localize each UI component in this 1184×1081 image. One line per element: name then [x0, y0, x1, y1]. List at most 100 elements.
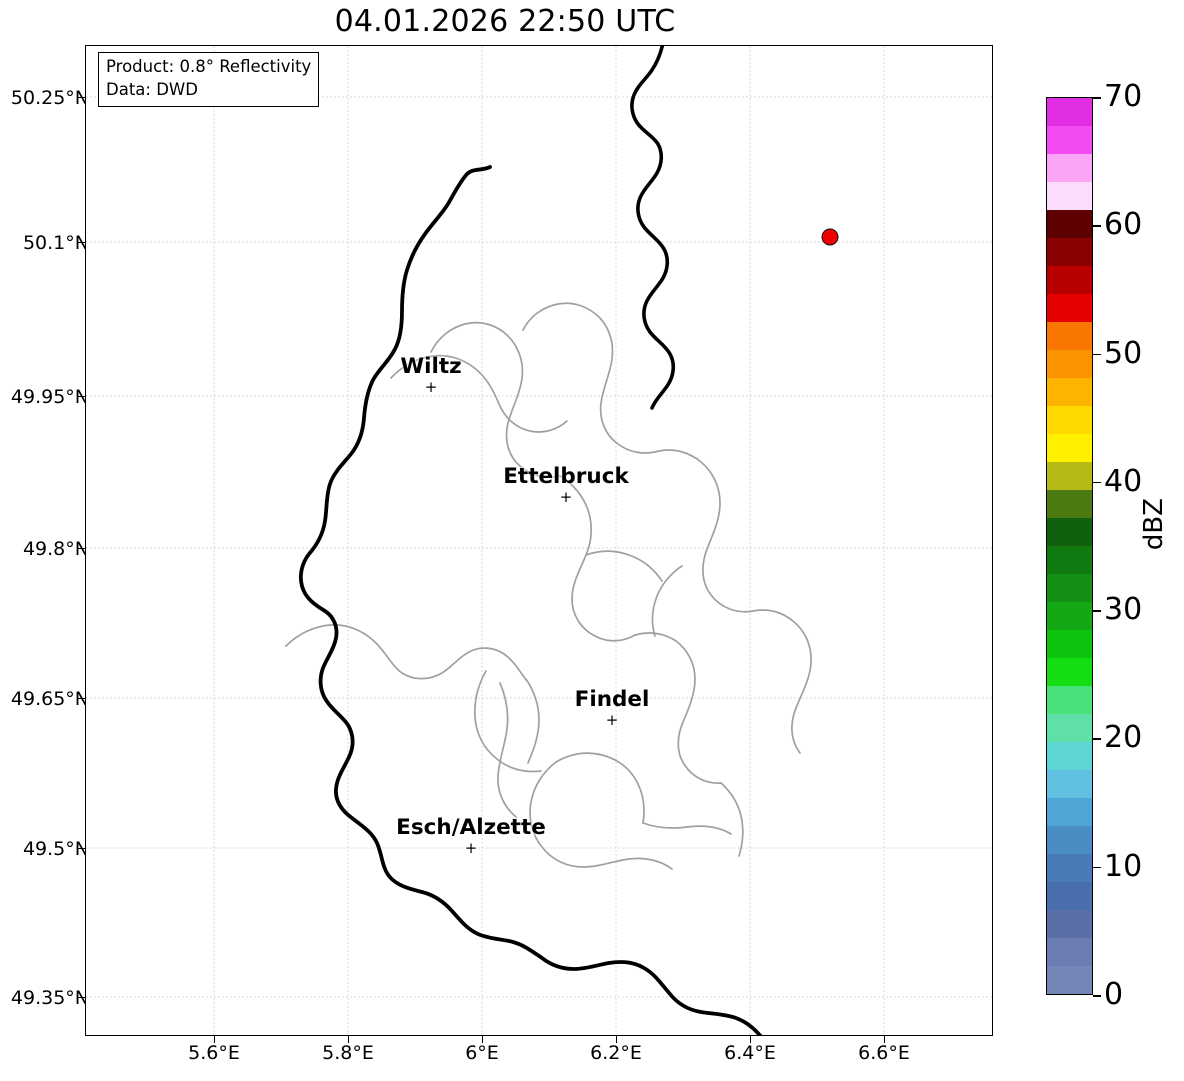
colorbar-band — [1047, 126, 1092, 154]
page-title: 04.01.2026 22:50 UTC — [334, 4, 676, 39]
colorbar-tick-mark — [1093, 481, 1101, 484]
y-tick-label: 50.1°N — [22, 232, 89, 254]
colorbar-band — [1047, 546, 1092, 574]
city-label: Ettelbruck — [503, 464, 629, 489]
map-shapes — [86, 46, 992, 1035]
x-tick-mark — [348, 1036, 349, 1043]
colorbar-tick-mark — [1093, 225, 1101, 227]
x-tick-mark — [214, 1036, 215, 1043]
city-marker-esch-alzette[interactable]: Esch/Alzette + — [396, 817, 546, 856]
colorbar-tick-label: 10 — [1104, 848, 1143, 884]
y-tick-mark — [78, 97, 85, 98]
colorbar-band — [1047, 294, 1092, 322]
colorbar-title: dBZ — [1139, 498, 1169, 551]
x-tick-label: 6°E — [465, 1042, 499, 1064]
colorbar-band — [1047, 490, 1092, 518]
x-tick-label: 5.6°E — [188, 1042, 240, 1064]
city-marker-wiltz[interactable]: Wiltz + — [400, 356, 461, 395]
colorbar-band — [1047, 98, 1092, 126]
x-tick-label: 5.8°E — [322, 1042, 374, 1064]
radar-echo-marker[interactable] — [821, 228, 839, 246]
colorbar-tick-label: 30 — [1104, 592, 1143, 628]
colorbar-band — [1047, 910, 1092, 938]
colorbar-band — [1047, 742, 1092, 770]
city-point-icon: + — [605, 710, 619, 729]
colorbar-band — [1047, 574, 1092, 602]
x-tick-mark — [884, 1036, 885, 1043]
y-tick-label: 49.35°N — [10, 987, 89, 1009]
colorbar-tick-label: 40 — [1104, 463, 1143, 499]
radar-map-plot[interactable]: Wiltz + Ettelbruck + Findel + Esch/Alzet… — [85, 45, 993, 1036]
colorbar-band — [1047, 882, 1092, 910]
x-tick-label: 6.6°E — [858, 1042, 910, 1064]
colorbar-band — [1047, 826, 1092, 854]
y-tick-mark — [78, 997, 85, 998]
colorbar-band — [1047, 238, 1092, 266]
y-tick-label: 50.25°N — [10, 87, 89, 109]
colorbar-band — [1047, 966, 1092, 994]
y-tick-mark — [78, 242, 85, 243]
colorbar-band — [1047, 322, 1092, 350]
colorbar-tick-mark — [1093, 610, 1101, 612]
x-tick-label: 6.2°E — [590, 1042, 642, 1064]
colorbar-band — [1047, 154, 1092, 182]
city-marker-ettelbruck[interactable]: Ettelbruck + — [503, 466, 629, 505]
colorbar-tick-mark — [1093, 995, 1101, 997]
colorbar-band — [1047, 714, 1092, 742]
product-line: Product: 0.8° Reflectivity — [106, 57, 312, 76]
y-tick-mark — [78, 698, 85, 699]
x-tick-mark — [750, 1036, 751, 1043]
colorbar-tick-label: 0 — [1104, 977, 1124, 1012]
y-tick-mark — [78, 396, 85, 397]
product-info-box: Product: 0.8° Reflectivity Data: DWD — [98, 52, 320, 107]
colorbar-tick-mark — [1093, 97, 1101, 99]
colorbar-tick-label: 20 — [1104, 720, 1143, 756]
colorbar-band — [1047, 602, 1092, 630]
colorbar-band — [1047, 630, 1092, 658]
city-label: Findel — [574, 687, 650, 712]
map-vector-layer — [86, 46, 992, 1035]
colorbar-band — [1047, 938, 1092, 966]
y-tick-label: 49.65°N — [10, 688, 89, 710]
colorbar-band — [1047, 406, 1092, 434]
colorbar-band — [1047, 462, 1092, 490]
y-tick-label: 49.5°N — [22, 838, 89, 860]
data-source-line: Data: DWD — [106, 79, 198, 99]
x-tick-mark — [616, 1036, 617, 1043]
x-tick-label: 6.4°E — [724, 1042, 776, 1064]
y-tick-label: 49.8°N — [22, 538, 89, 560]
city-label: Esch/Alzette — [396, 815, 546, 840]
colorbar-band — [1047, 266, 1092, 294]
colorbar-tick-mark — [1093, 738, 1101, 740]
colorbar-band — [1047, 378, 1092, 406]
city-point-icon: + — [559, 487, 573, 506]
luxembourg-national-outline — [298, 165, 763, 1035]
colorbar-band — [1047, 686, 1092, 714]
colorbar-band — [1047, 182, 1092, 210]
colorbar-band — [1047, 210, 1092, 238]
colorbar-tick-mark — [1093, 353, 1101, 356]
colorbar-band — [1047, 854, 1092, 882]
colorbar-band — [1047, 518, 1092, 546]
luxembourg-canton-lines — [285, 302, 812, 870]
colorbar-band — [1047, 658, 1092, 686]
city-label: Wiltz — [400, 354, 462, 379]
colorbar-band — [1047, 770, 1092, 798]
belgium-germany-frontier — [630, 46, 676, 410]
graticule — [86, 46, 992, 1035]
colorbar-band — [1047, 434, 1092, 462]
city-marker-findel[interactable]: Findel + — [575, 689, 650, 728]
colorbar-tick-mark — [1093, 866, 1101, 869]
y-tick-label: 49.95°N — [10, 386, 89, 408]
reflectivity-colorbar[interactable] — [1046, 97, 1093, 995]
x-tick-mark — [482, 1036, 483, 1043]
colorbar-band — [1047, 798, 1092, 826]
colorbar-tick-label: 60 — [1104, 207, 1143, 243]
y-tick-mark — [78, 548, 85, 549]
colorbar-tick-label: 50 — [1104, 335, 1143, 371]
colorbar-tick-label: 70 — [1104, 79, 1143, 114]
city-point-icon: + — [464, 838, 478, 857]
y-tick-mark — [78, 848, 85, 849]
city-point-icon: + — [424, 377, 438, 396]
colorbar-band — [1047, 350, 1092, 378]
